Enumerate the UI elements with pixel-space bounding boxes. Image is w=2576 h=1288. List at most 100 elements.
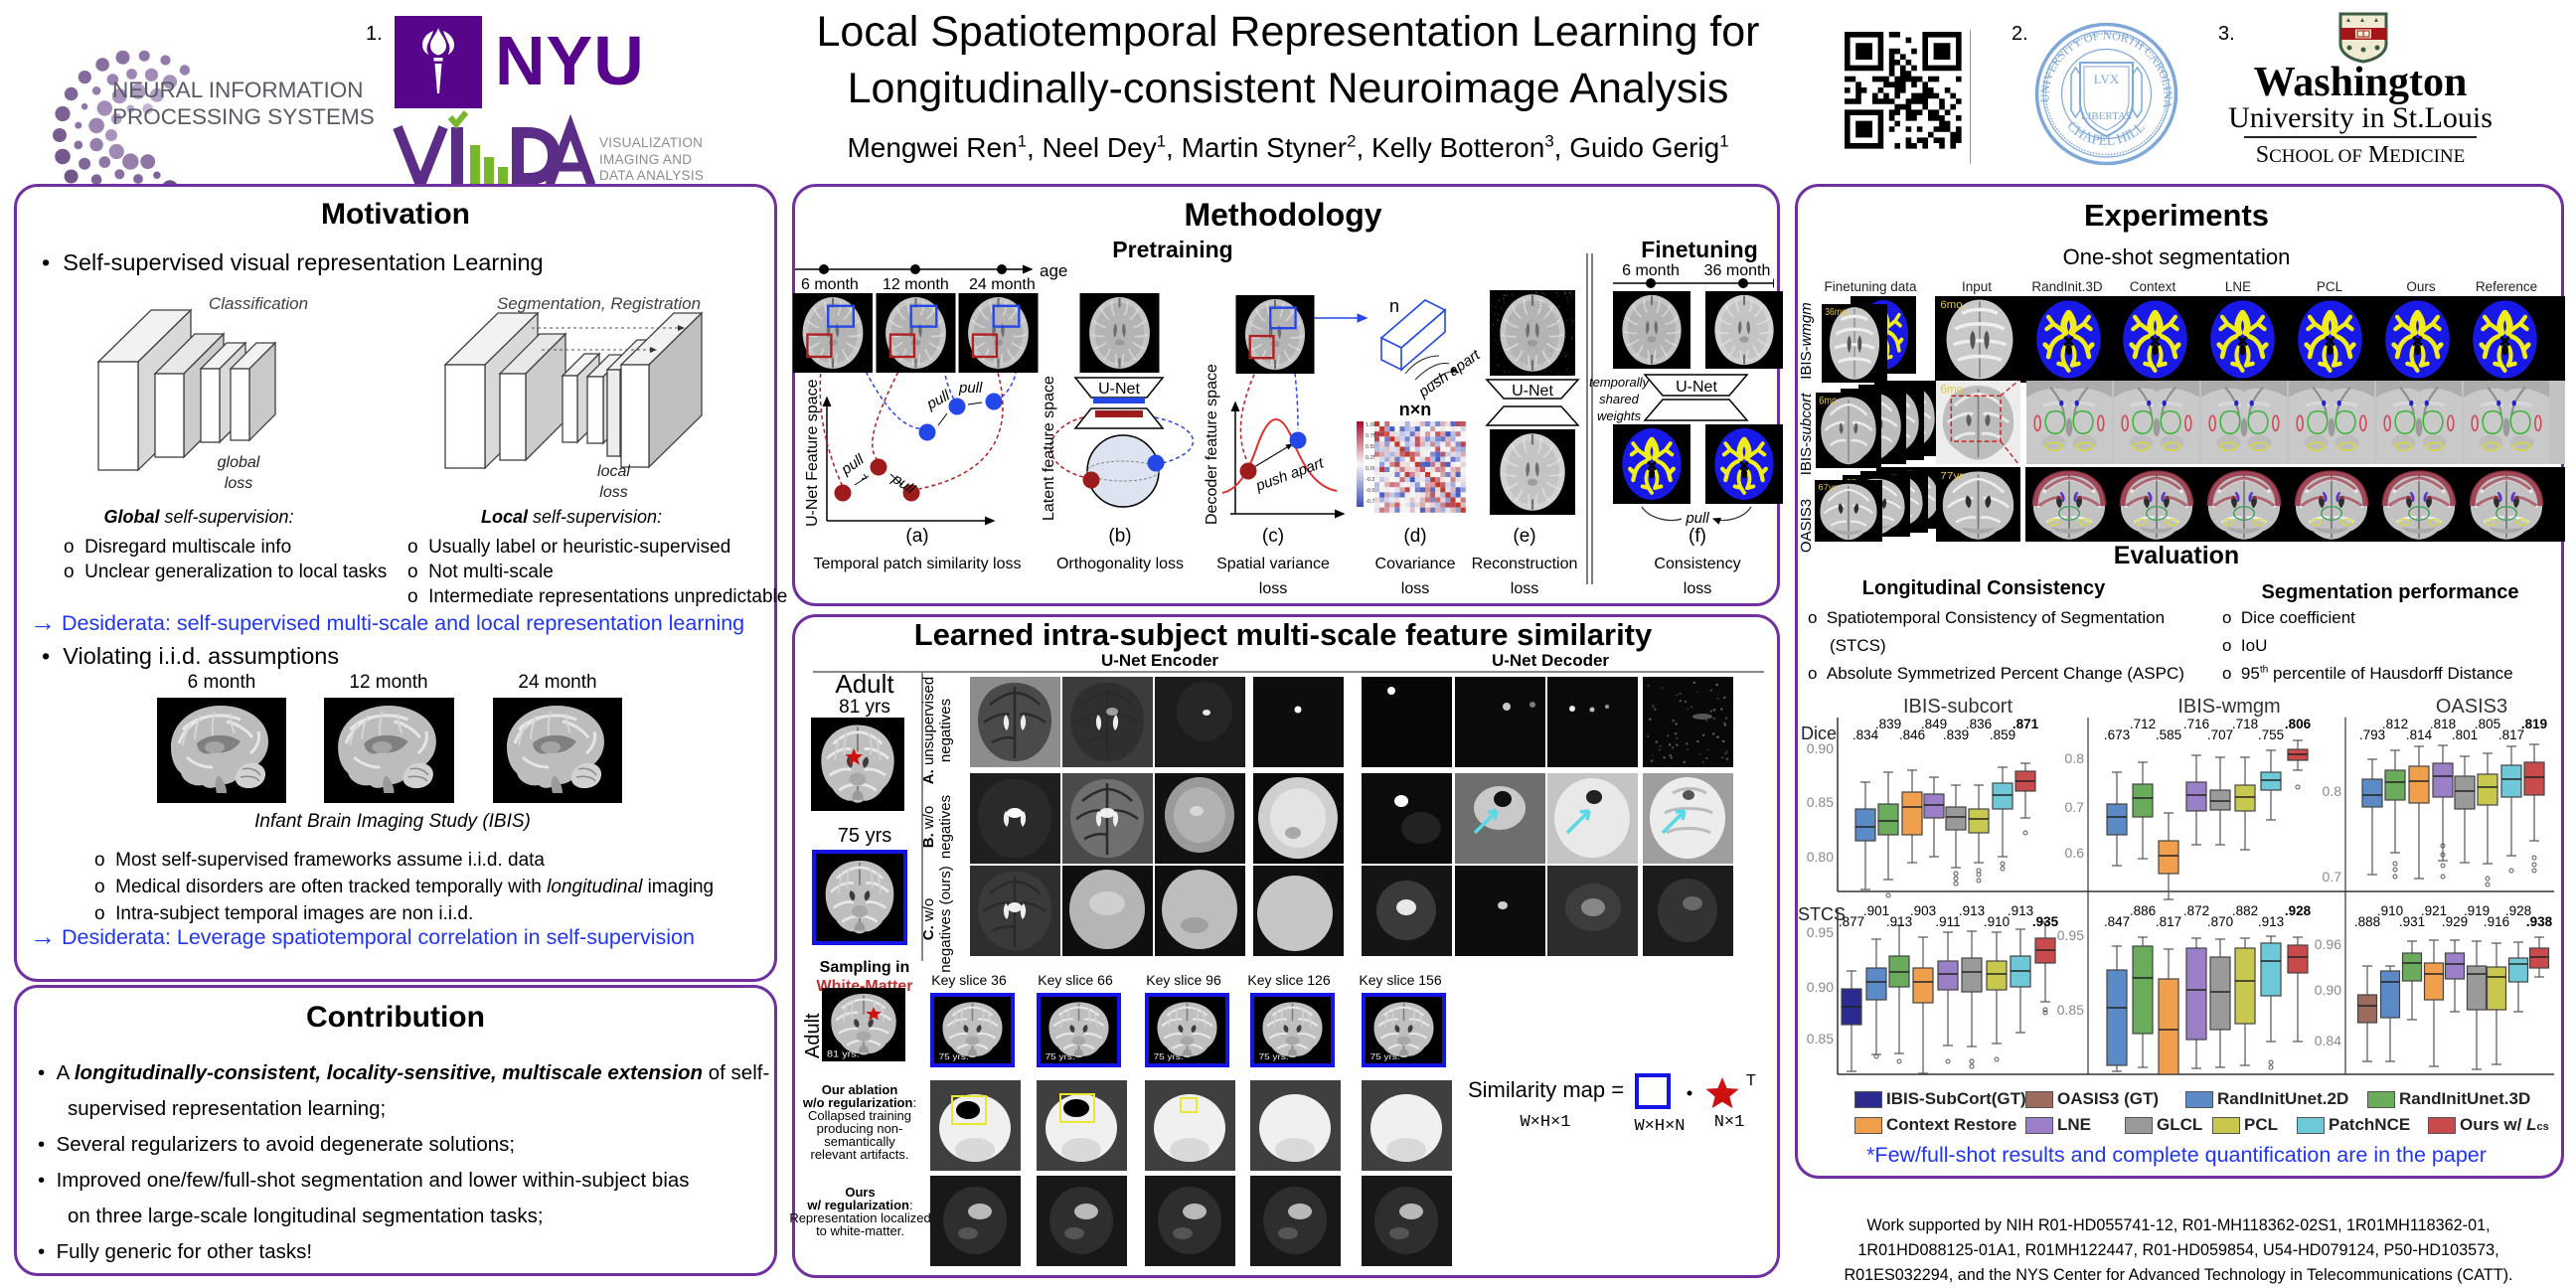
svg-text:75 yrs.: 75 yrs. <box>1370 1052 1400 1061</box>
svg-text:Decoder feature space: Decoder feature space <box>1204 364 1220 525</box>
svg-text:U-Net Feature space: U-Net Feature space <box>804 379 821 527</box>
svg-text:.929: .929 <box>2442 914 2468 929</box>
svg-text:.817: .817 <box>2498 727 2524 742</box>
svg-text:0.85: 0.85 <box>1807 1031 1834 1046</box>
svg-text:0.6: 0.6 <box>2065 845 2085 861</box>
svg-text:Consistency: Consistency <box>1654 556 1740 572</box>
svg-text:6mo.: 6mo. <box>1940 383 1966 397</box>
svg-text:U-Net: U-Net <box>1098 381 1140 398</box>
svg-text:.870: .870 <box>2207 914 2233 929</box>
svg-text:(b): (b) <box>1108 526 1131 547</box>
svg-text:24 month: 24 month <box>969 276 1036 293</box>
svg-text:.818: .818 <box>2430 717 2456 731</box>
svg-text:.877: .877 <box>1839 914 1864 929</box>
svg-text:loss: loss <box>1401 580 1429 597</box>
svg-text:.928: .928 <box>2285 903 2312 918</box>
svg-text:LIBERTAS: LIBERTAS <box>2081 110 2132 122</box>
svg-text:0.7: 0.7 <box>2065 799 2085 815</box>
svg-text:81 yrs.: 81 yrs. <box>827 1049 860 1059</box>
svg-text:75 yrs.: 75 yrs. <box>1046 1052 1075 1061</box>
svg-text:IBIS-subcort: IBIS-subcort <box>1903 696 2012 718</box>
svg-text:0.00: 0.00 <box>1366 466 1376 472</box>
svg-text:.919: .919 <box>2464 903 2490 918</box>
svg-text:.911: .911 <box>1935 914 1960 929</box>
svg-text:0.90: 0.90 <box>2315 982 2341 998</box>
svg-text:.718: .718 <box>2232 717 2258 731</box>
svg-text:temporally: temporally <box>1589 375 1650 390</box>
svg-text:.839: .839 <box>1943 727 1969 742</box>
svg-text:IBIS-wmgm: IBIS-wmgm <box>2177 696 2280 718</box>
svg-text:pull: pull <box>838 451 868 479</box>
svg-text:(f): (f) <box>1689 526 1706 547</box>
svg-text:.673: .673 <box>2104 727 2130 742</box>
svg-text:.812: .812 <box>2382 717 2408 731</box>
svg-text:STCS: STCS <box>1798 904 1846 924</box>
svg-text:.910: .910 <box>2377 903 2403 918</box>
svg-text:.938: .938 <box>2526 914 2553 929</box>
svg-text:LVX: LVX <box>2094 72 2120 86</box>
svg-text:67yr: 67yr <box>1818 482 1837 492</box>
svg-text:push apart: push apart <box>1415 346 1484 402</box>
svg-text:75 yrs.: 75 yrs. <box>1154 1052 1184 1061</box>
svg-text:Temporal patch similarity loss: Temporal patch similarity loss <box>814 556 1022 572</box>
svg-text:Latent feature space: Latent feature space <box>1041 376 1057 521</box>
svg-text:weights: weights <box>1597 408 1642 423</box>
svg-text:.793: .793 <box>2359 727 2385 742</box>
svg-text:.755: .755 <box>2258 727 2284 742</box>
svg-text:Spatial variance: Spatial variance <box>1216 556 1330 572</box>
svg-text:.819: .819 <box>2521 717 2547 731</box>
svg-text:n×n: n×n <box>1399 400 1432 419</box>
svg-text:0.85: 0.85 <box>1807 794 1834 810</box>
svg-text:Dice: Dice <box>1801 724 1837 743</box>
svg-text:shared: shared <box>1599 392 1640 406</box>
svg-text:loss: loss <box>1511 580 1538 597</box>
svg-text:.935: .935 <box>2032 914 2059 929</box>
svg-text:0.90: 0.90 <box>1807 979 1834 995</box>
svg-text:0.75: 0.75 <box>1366 433 1376 439</box>
svg-text:.913: .913 <box>1959 903 1985 918</box>
svg-text:0.90: 0.90 <box>1807 740 1834 756</box>
svg-text:pull: pull <box>958 380 983 397</box>
svg-text:.712: .712 <box>2130 717 2156 731</box>
svg-text:.805: .805 <box>2475 717 2500 731</box>
svg-text:36mo.: 36mo. <box>1825 306 1849 318</box>
svg-text:Covariance: Covariance <box>1375 556 1456 572</box>
svg-text:12 month: 12 month <box>883 276 949 293</box>
svg-text:.882: .882 <box>2232 903 2258 918</box>
svg-text:.839: .839 <box>1875 717 1901 731</box>
svg-text:n: n <box>1389 296 1399 316</box>
svg-text:pull: pull <box>923 387 953 413</box>
svg-text:0.7: 0.7 <box>2323 869 2342 885</box>
svg-text:.910: .910 <box>1984 914 2010 929</box>
svg-text:0.8: 0.8 <box>2323 783 2342 799</box>
svg-text:.886: .886 <box>2130 903 2156 918</box>
svg-text:77yr: 77yr <box>1940 471 1963 482</box>
svg-text:.859: .859 <box>1990 727 2015 742</box>
svg-text:OASIS3: OASIS3 <box>2436 696 2507 718</box>
svg-text:age: age <box>1040 261 1067 280</box>
svg-text:.849: .849 <box>1921 717 1947 731</box>
svg-text:Orthogonality loss: Orthogonality loss <box>1056 556 1184 572</box>
svg-text:.921: .921 <box>2421 903 2447 918</box>
svg-text:-0.75: -0.75 <box>1366 499 1378 505</box>
svg-text:6 month: 6 month <box>801 276 859 293</box>
svg-text:U-Net: U-Net <box>1512 383 1553 400</box>
svg-text:75 yrs.: 75 yrs. <box>939 1052 969 1061</box>
svg-text:6 month: 6 month <box>1622 262 1680 279</box>
svg-text:.928: .928 <box>2505 903 2531 918</box>
svg-text:0.96: 0.96 <box>2315 936 2341 952</box>
svg-text:.707: .707 <box>2207 727 2233 742</box>
svg-text:(e): (e) <box>1513 526 1535 547</box>
svg-text:-0.25: -0.25 <box>1366 477 1378 483</box>
svg-text:.872: .872 <box>2183 903 2209 918</box>
svg-text:loss: loss <box>1684 580 1711 597</box>
svg-text:(c): (c) <box>1262 526 1284 547</box>
svg-text:.903: .903 <box>1910 903 1936 918</box>
svg-text:0.84: 0.84 <box>2315 1033 2341 1048</box>
svg-text:0.80: 0.80 <box>1807 849 1834 865</box>
svg-text:.913: .913 <box>2258 914 2284 929</box>
svg-text:0.95: 0.95 <box>1807 924 1834 940</box>
svg-text:0.25: 0.25 <box>1366 455 1376 461</box>
svg-text:.913: .913 <box>1886 914 1912 929</box>
svg-text:.847: .847 <box>2104 914 2130 929</box>
